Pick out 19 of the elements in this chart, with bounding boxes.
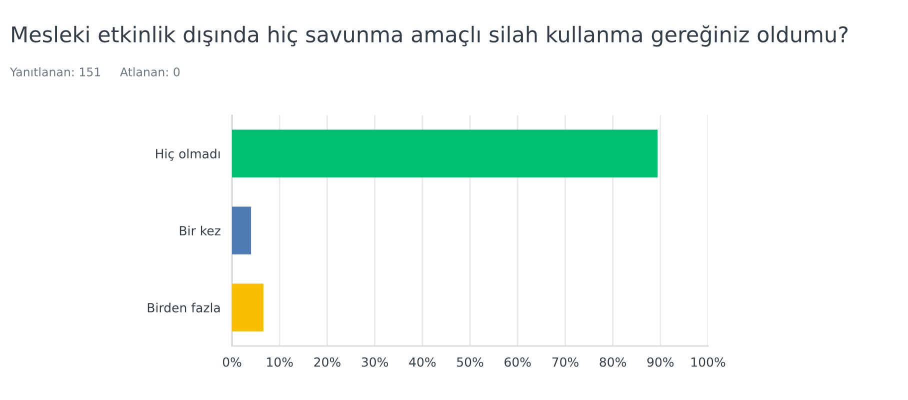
y-tick-label: Birden fazla [148,302,220,312]
x-tick-label: 100% [692,357,726,367]
bar [232,130,658,178]
x-tick-label: 40% [409,357,436,367]
x-tick-label: 0% [222,357,242,367]
text: Yanıtlanan: 151 Atlanan: 0 [10,67,180,76]
x-tick-label: 80% [600,357,626,367]
x-tick-label: 60% [504,357,531,367]
x-tick-label: 30% [362,357,388,367]
bar [232,206,252,254]
y-tick-label: Bir kez [180,226,220,236]
bar [232,284,264,332]
x-tick-label: 20% [314,357,340,367]
x-tick-label: 70% [552,357,578,367]
x-tick-label: 10% [267,357,293,367]
x-tick-label: 50% [457,357,484,367]
x-tick-label: 90% [647,357,674,367]
chart-title: Mesleki etkinlik dışında hiç savunma amaçlı silah kullanma gereğiniz oldumu? [12,25,848,47]
y-tick-label: Hiç olmadı [156,148,220,161]
